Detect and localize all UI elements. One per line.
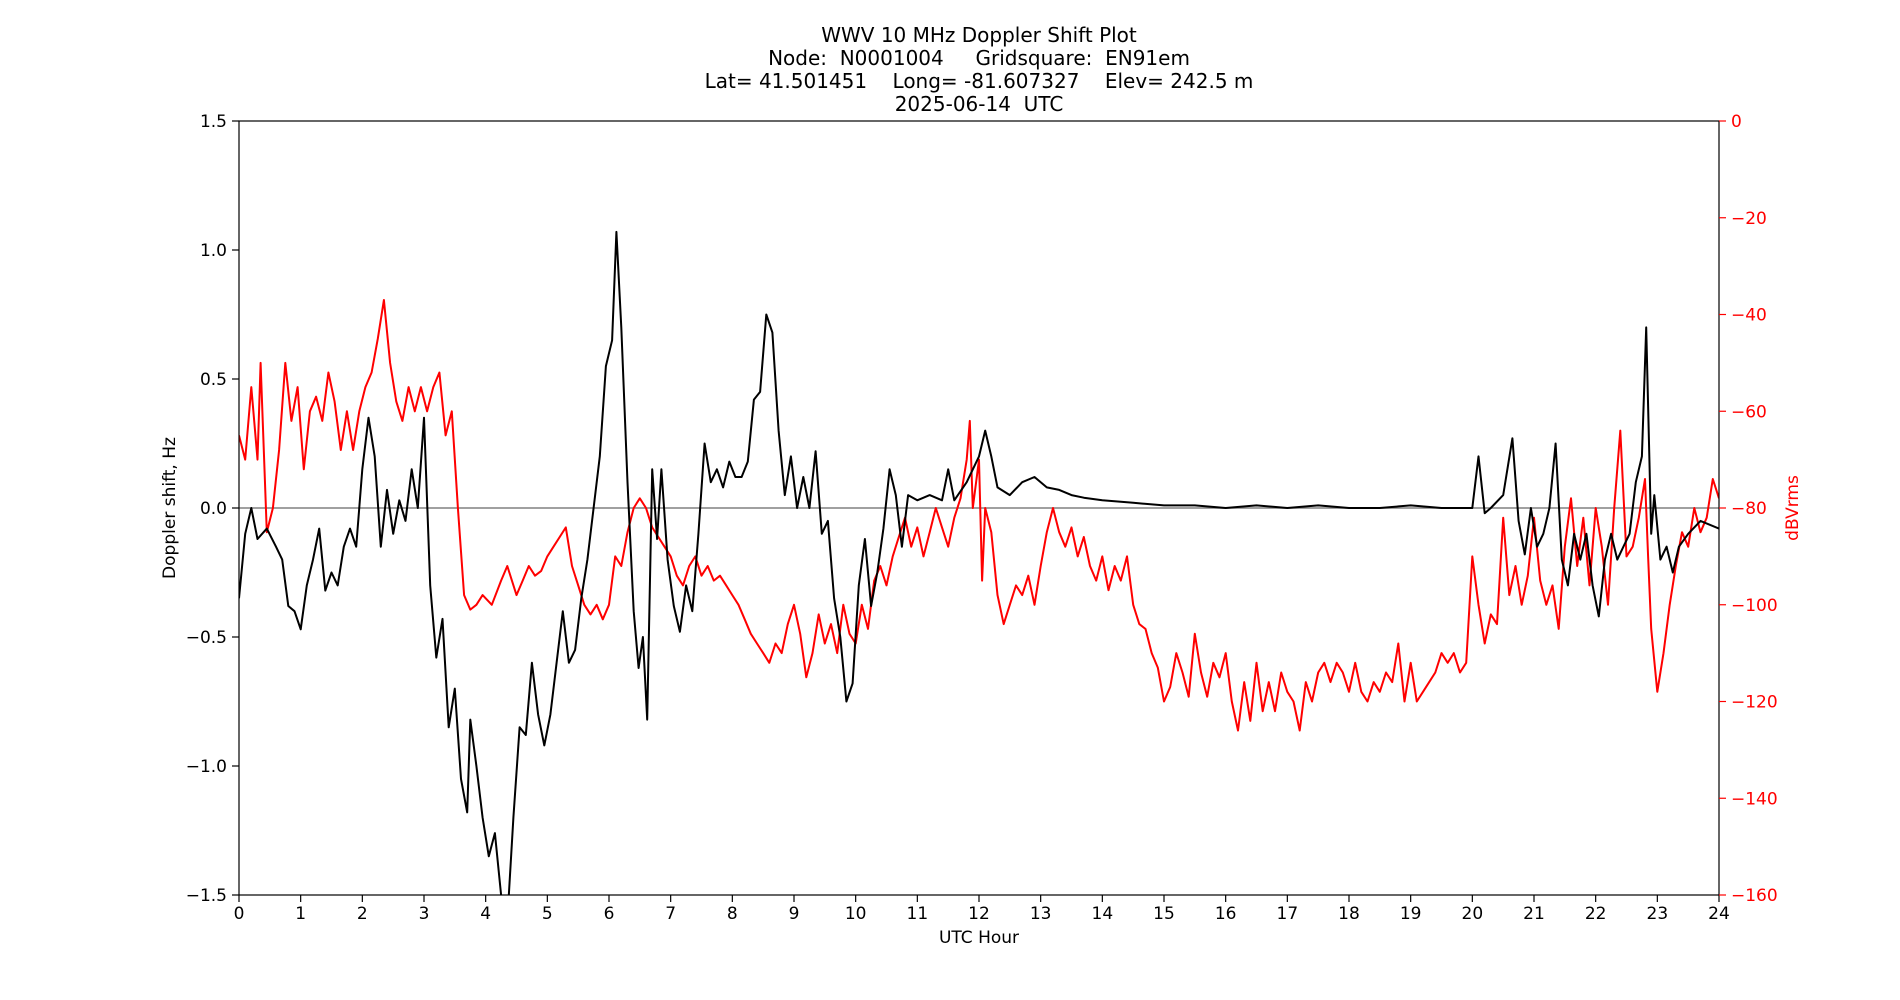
y2-axis-label: dBVrms	[1783, 475, 1803, 541]
x-tick-label: 5	[542, 904, 553, 924]
y2-tick-label: −80	[1731, 499, 1767, 519]
y-axis-label: Doppler shift, Hz	[160, 437, 180, 579]
x-tick-label: 18	[1338, 904, 1360, 924]
x-tick-label: 0	[234, 904, 245, 924]
x-tick-label: 24	[1708, 904, 1730, 924]
x-axis-label: UTC Hour	[939, 928, 1019, 948]
y-tick-label: 1.5	[200, 112, 227, 132]
power-dbvrms-line	[239, 299, 1719, 732]
x-tick-label: 22	[1585, 904, 1607, 924]
y-tick-label: 1.0	[200, 241, 227, 261]
x-tick-label: 11	[907, 904, 929, 924]
y2-tick-label: −140	[1731, 789, 1778, 809]
title-line-4: 2025-06-14 UTC	[895, 92, 1064, 116]
y2-tick-label: −60	[1731, 402, 1767, 422]
y2-tick-label: −40	[1731, 306, 1767, 326]
y2-tick-label: −160	[1731, 886, 1778, 906]
x-tick-label: 1	[295, 904, 306, 924]
x-tick-label: 8	[727, 904, 738, 924]
x-tick-label: 7	[665, 904, 676, 924]
y-tick-label: −1.0	[186, 757, 227, 777]
title-line-2: Node: N0001004 Gridsquare: EN91em	[768, 46, 1190, 70]
x-tick-label: 15	[1153, 904, 1175, 924]
x-tick-label: 17	[1277, 904, 1299, 924]
y2-tick-label: −100	[1731, 596, 1778, 616]
x-tick-label: 2	[357, 904, 368, 924]
x-tick-label: 20	[1462, 904, 1484, 924]
y-axis-left: 1.5 1.0 0.5 0.0 −0.5 −1.0 −1.5	[186, 112, 239, 906]
x-tick-label: 6	[604, 904, 615, 924]
y-axis-right: 0 −20 −40 −60 −80 −100 −120 −140 −160	[1719, 112, 1778, 906]
x-tick-label: 9	[789, 904, 800, 924]
plot-area	[238, 120, 1720, 896]
y-tick-label: −1.5	[186, 886, 227, 906]
y2-tick-label: −120	[1731, 693, 1778, 713]
x-tick-label: 14	[1092, 904, 1114, 924]
title-line-3: Lat= 41.501451 Long= -81.607327 Elev= 24…	[705, 69, 1254, 93]
x-tick-label: 23	[1647, 904, 1669, 924]
doppler-shift-line	[239, 230, 1719, 895]
series-layer	[239, 230, 1719, 895]
y-tick-label: 0.5	[200, 370, 227, 390]
y2-tick-label: 0	[1731, 112, 1742, 132]
x-axis: 0 1 2 3 4 5 6 7 8 9 10 11 12 13 14 15 16 17 18 19 20 21 22 23 24	[234, 895, 1730, 924]
x-tick-label: 21	[1523, 904, 1545, 924]
x-tick-label: 13	[1030, 904, 1052, 924]
x-tick-label: 3	[419, 904, 430, 924]
x-tick-label: 16	[1215, 904, 1237, 924]
x-tick-label: 19	[1400, 904, 1422, 924]
title-line-1: WWV 10 MHz Doppler Shift Plot	[821, 23, 1137, 47]
x-tick-label: 4	[480, 904, 491, 924]
chart-title: WWV 10 MHz Doppler Shift Plot Node: N000…	[705, 23, 1254, 116]
x-tick-label: 12	[968, 904, 990, 924]
x-tick-label: 10	[845, 904, 867, 924]
y2-tick-label: −20	[1731, 209, 1767, 229]
y-tick-label: 0.0	[200, 499, 227, 519]
y-tick-label: −0.5	[186, 628, 227, 648]
